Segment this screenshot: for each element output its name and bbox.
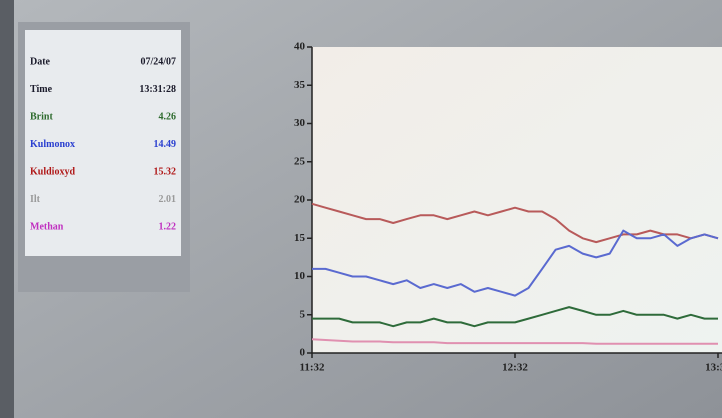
bezel [0, 0, 14, 418]
y-tick-label: 30 [294, 117, 306, 129]
y-tick-label: 5 [300, 308, 306, 320]
y-tick-label: 0 [300, 347, 306, 359]
x-tick-label: 12:32 [502, 362, 528, 374]
panel-value: 13:31:28 [139, 84, 176, 95]
y-tick-label: 15 [294, 232, 306, 244]
panel-label: Kuldioxyd [30, 166, 75, 177]
panel-value: 4.26 [159, 111, 177, 122]
panel-value: 15.32 [154, 166, 177, 177]
panel-label: Date [30, 56, 51, 67]
panel-label: Time [30, 84, 53, 95]
panel-value: 1.22 [159, 221, 177, 232]
x-tick-label: 13:32 [705, 362, 722, 374]
y-tick-label: 20 [294, 194, 306, 206]
y-tick-label: 40 [294, 41, 306, 53]
y-tick-label: 35 [294, 79, 306, 91]
panel-label: Methan [30, 221, 64, 232]
panel-label: Ilt [30, 194, 41, 205]
readout-panel [25, 30, 181, 256]
panel-label: Kulmonox [30, 139, 75, 150]
panel-value: 14.49 [154, 139, 177, 150]
series-line [312, 306, 718, 328]
panel-label: Brint [30, 111, 53, 122]
y-tick-label: 25 [294, 155, 306, 167]
panel-value: 07/24/07 [140, 56, 176, 67]
series-line [311, 338, 718, 345]
series-line [312, 229, 719, 297]
series-line [311, 202, 719, 244]
x-tick-label: 11:32 [299, 362, 325, 374]
plot-area [312, 47, 722, 353]
panel-value: 2.01 [159, 194, 177, 205]
y-tick-label: 10 [294, 270, 306, 282]
